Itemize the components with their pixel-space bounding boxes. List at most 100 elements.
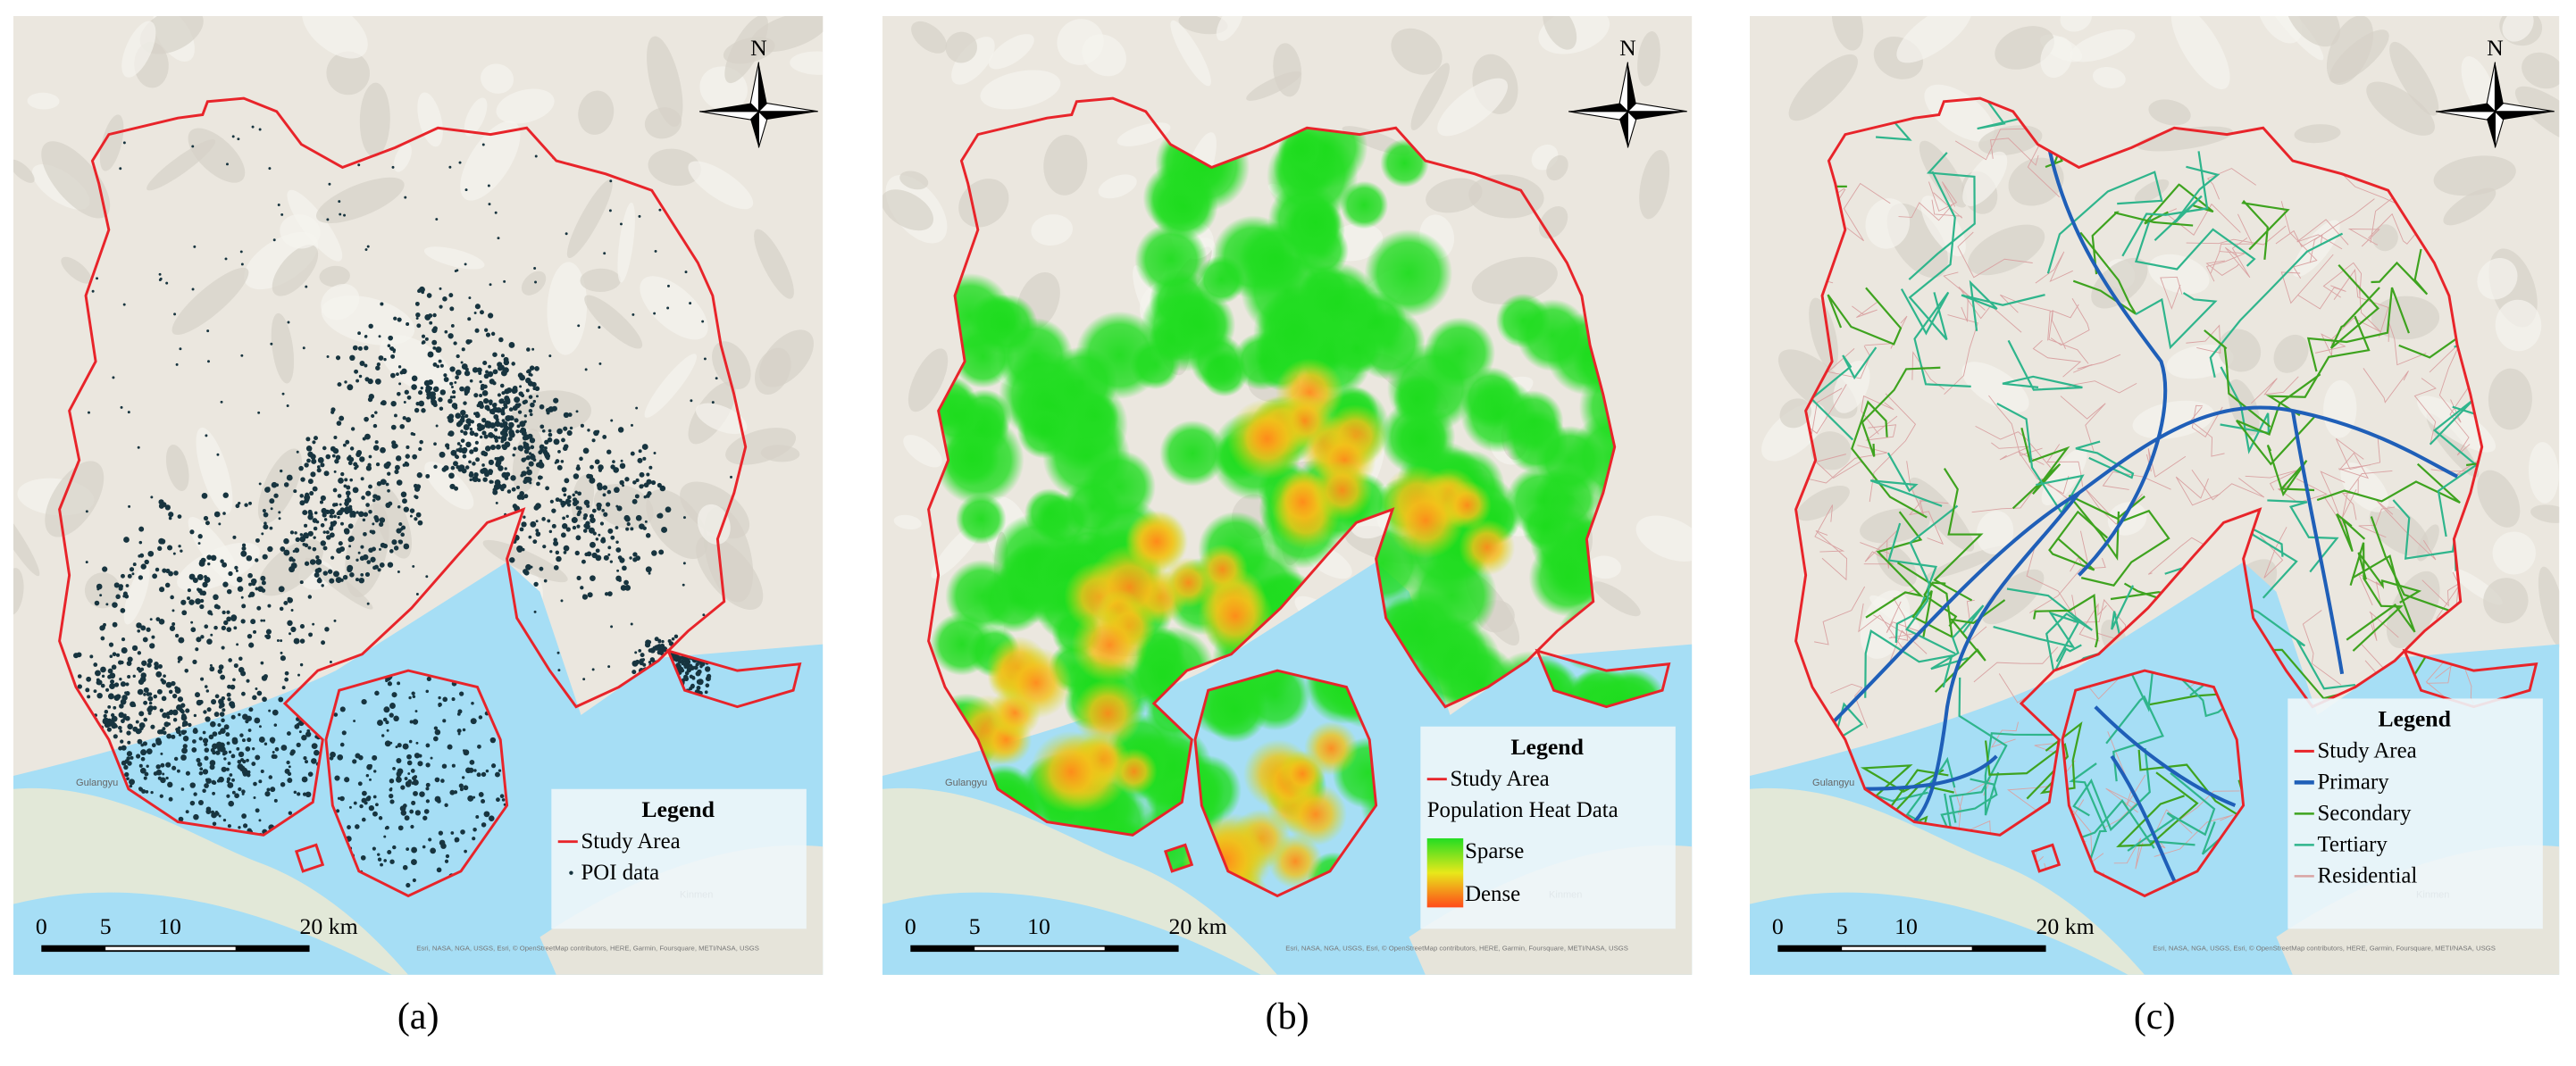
- poi-dot: [287, 778, 293, 783]
- poi-dot: [335, 355, 341, 361]
- hill-shade: [27, 92, 60, 110]
- poi-dot: [403, 506, 409, 512]
- poi-dot: [499, 408, 506, 414]
- poi-dot: [357, 346, 363, 351]
- poi-dot: [195, 692, 201, 698]
- poi-dot: [347, 507, 351, 512]
- poi-dot: [126, 751, 133, 757]
- road-residential: [2018, 451, 2070, 495]
- poi-dot: [158, 272, 162, 276]
- poi-dot: [397, 505, 401, 509]
- poi-dot: [137, 629, 141, 633]
- poi-dot: [381, 734, 385, 737]
- road-residential: [2113, 837, 2144, 870]
- poi-dot: [329, 660, 332, 663]
- poi-dot: [378, 355, 384, 361]
- poi-dot: [165, 776, 169, 780]
- poi-dot: [546, 411, 550, 415]
- compass: [1627, 62, 1636, 112]
- poi-dot: [217, 745, 223, 752]
- north-label: N: [1619, 35, 1636, 61]
- poi-dot: [382, 717, 388, 722]
- hill-shade: [1588, 555, 1622, 579]
- scale-label: 5: [1836, 913, 1848, 939]
- poi-dot: [609, 179, 613, 183]
- poi-dot: [401, 525, 406, 530]
- poi-dot: [123, 713, 127, 717]
- poi-dot: [535, 503, 541, 509]
- poi-dot: [520, 393, 525, 398]
- poi-dot: [519, 421, 526, 428]
- poi-dot: [375, 462, 381, 467]
- poi-dot: [463, 401, 467, 405]
- poi-dot: [144, 559, 149, 565]
- poi-dot: [345, 554, 350, 561]
- poi-dot: [489, 444, 497, 451]
- poi-dot: [267, 604, 272, 608]
- poi-dot: [457, 732, 461, 736]
- poi-dot: [178, 733, 182, 737]
- road-secondary: [2002, 339, 2083, 391]
- poi-dot: [140, 563, 146, 570]
- poi-dot: [306, 729, 311, 733]
- poi-dot: [250, 619, 256, 625]
- poi-dot: [406, 760, 413, 766]
- poi-dot: [339, 706, 346, 712]
- poi-dot: [643, 482, 649, 488]
- poi-dot: [690, 665, 695, 670]
- poi-dot: [643, 495, 648, 499]
- road-residential: [2026, 544, 2078, 620]
- hill-shade: [2148, 254, 2210, 295]
- hill-shade: [272, 245, 319, 296]
- legend-box: [2287, 698, 2543, 929]
- road-secondary: [1984, 732, 2057, 816]
- poi-dot: [368, 484, 372, 489]
- poi-dot: [515, 429, 520, 434]
- poi-dot: [472, 367, 479, 373]
- road-secondary: [1864, 629, 1953, 698]
- poi-dot: [222, 708, 226, 712]
- poi-dot: [355, 511, 359, 514]
- poi-dot: [358, 577, 365, 584]
- poi-dot: [276, 639, 280, 642]
- compass: [2436, 103, 2496, 112]
- poi-dot: [598, 326, 601, 329]
- road-secondary: [2209, 232, 2344, 378]
- poi-dot: [387, 471, 391, 476]
- poi-dot: [606, 449, 612, 454]
- poi-dot: [290, 609, 294, 612]
- poi-dot: [213, 597, 217, 601]
- poi-dot: [138, 722, 146, 729]
- hill-shade: [84, 572, 121, 609]
- poi-dot: [630, 527, 634, 531]
- poi-dot: [657, 513, 662, 519]
- poi-dot: [307, 530, 314, 537]
- poi-dot: [504, 467, 507, 471]
- poi-dot: [198, 770, 204, 776]
- poi-dot: [366, 245, 370, 248]
- poi-dot: [510, 475, 516, 481]
- legend-item: Primary: [2317, 770, 2389, 795]
- poi-dot: [165, 281, 169, 285]
- poi-dot: [535, 531, 541, 537]
- poi-dot: [207, 562, 211, 566]
- road-primary: [1830, 405, 2458, 725]
- poi-dot: [126, 777, 130, 781]
- poi-dot: [624, 584, 631, 591]
- poi-dot: [357, 331, 361, 336]
- poi-dot: [344, 529, 350, 535]
- heat-blob: [1197, 255, 1246, 304]
- poi-dot: [335, 454, 341, 461]
- poi-dot: [293, 637, 300, 645]
- poi-dot: [143, 687, 149, 693]
- poi-dot: [115, 594, 121, 600]
- poi-dot: [307, 451, 314, 458]
- poi-dot: [616, 569, 620, 572]
- poi-dot: [352, 759, 357, 764]
- poi-dot: [412, 564, 415, 568]
- road-residential: [1943, 271, 1969, 322]
- poi-dot: [594, 459, 600, 465]
- poi-dot: [560, 500, 566, 507]
- poi-dot: [619, 479, 624, 486]
- poi-dot: [226, 162, 229, 166]
